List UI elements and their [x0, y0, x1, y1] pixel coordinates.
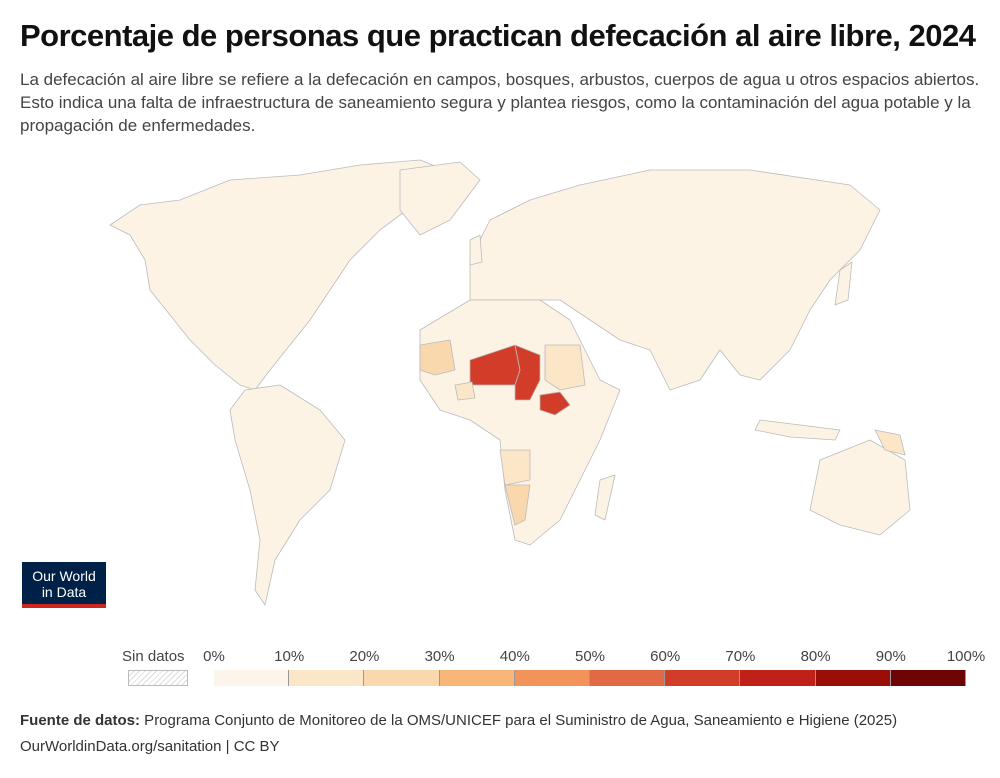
legend: Sin datos 0% 10% 20% 30% 40% 50% 60% 70% 80% 90% 1…	[0, 640, 1000, 690]
owid-logo[interactable]: Our World in Data	[22, 562, 106, 608]
world-map	[109, 159, 911, 606]
legend-bin-3[interactable]	[439, 670, 515, 686]
region-japan[interactable]	[834, 261, 853, 306]
legend-tick: 80%	[800, 648, 831, 665]
legend-bin-5[interactable]	[589, 670, 666, 686]
source-text: Programa Conjunto de Monitoreo de la OMS…	[140, 712, 898, 729]
region-south-america[interactable]	[229, 384, 346, 606]
legend-tick: 20%	[349, 648, 380, 665]
region-greenland[interactable]	[399, 161, 481, 236]
country-chad[interactable]	[514, 344, 541, 401]
region-eurasia[interactable]	[469, 169, 881, 391]
country-sudan[interactable]	[544, 344, 586, 391]
legend-bin-8[interactable]	[815, 670, 891, 686]
legend-tick: 40%	[499, 648, 530, 665]
country-burkina-faso[interactable]	[454, 381, 476, 401]
legend-tick: 30%	[424, 648, 455, 665]
region-australia[interactable]	[809, 439, 911, 536]
region-indonesia[interactable]	[754, 419, 841, 441]
legend-bin-1[interactable]	[289, 670, 365, 686]
country-papua-new-guinea[interactable]	[874, 429, 906, 456]
legend-tick: 10%	[274, 648, 305, 665]
region-north-america[interactable]	[109, 159, 446, 391]
subtitle: La defecación al aire libre se refiere a…	[20, 70, 980, 135]
region-madagascar[interactable]	[594, 474, 616, 521]
page-title: Porcentaje de personas que practican def…	[20, 18, 976, 53]
source-url[interactable]: OurWorldinData.org/sanitation | CC BY	[20, 738, 280, 755]
legend-bin-7[interactable]	[740, 670, 816, 686]
legend-tick: 50%	[574, 648, 606, 665]
country-mauritania[interactable]	[419, 339, 456, 376]
no-data-label: Sin datos	[122, 648, 185, 665]
legend-bin-6[interactable]	[665, 670, 741, 686]
legend-tick: 90%	[875, 648, 906, 665]
legend-tick: 100%	[946, 648, 986, 665]
no-data-swatch[interactable]	[128, 670, 188, 686]
country-namibia[interactable]	[504, 484, 531, 526]
legend-bin-2[interactable]	[364, 670, 440, 686]
legend-tick: 60%	[650, 648, 681, 665]
country-south-sudan[interactable]	[539, 391, 571, 416]
legend-tick: 0%	[203, 648, 225, 665]
source-note: Fuente de datos: Programa Conjunto de Mo…	[20, 712, 897, 729]
source-label: Fuente de datos:	[20, 712, 141, 729]
legend-bin-4[interactable]	[514, 670, 590, 686]
region-uk[interactable]	[469, 234, 483, 266]
legend-bin-0[interactable]	[214, 670, 290, 686]
color-scale	[214, 670, 966, 686]
country-angola[interactable]	[499, 449, 531, 486]
legend-bin-9[interactable]	[890, 670, 966, 686]
legend-tick: 70%	[725, 648, 756, 665]
